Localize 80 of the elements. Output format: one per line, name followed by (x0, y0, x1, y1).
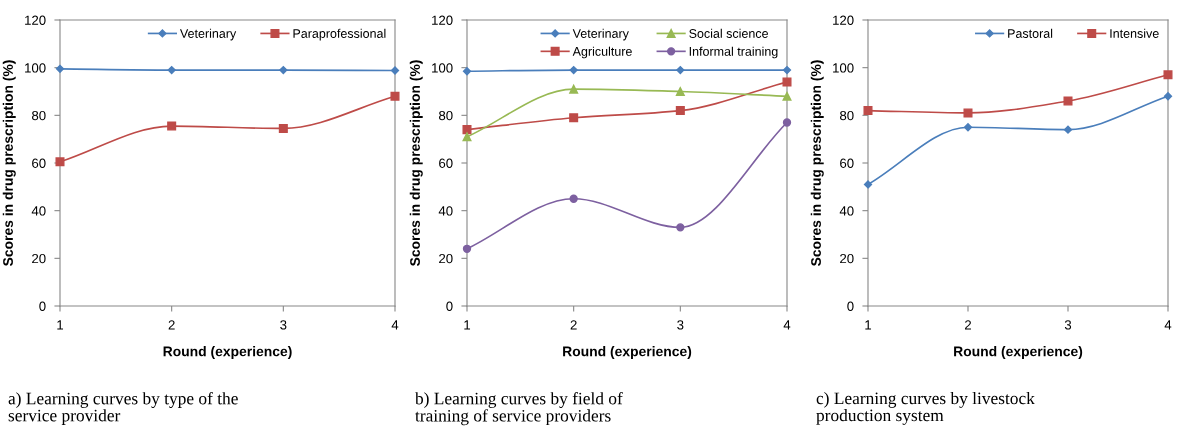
point (279, 65, 288, 75)
y-tick-label: 40 (839, 206, 854, 216)
point (782, 91, 792, 101)
y-tick-label: 80 (439, 110, 453, 121)
y-tick-label: 20 (32, 253, 46, 264)
legend-label: Social science (689, 28, 768, 38)
y-tick-label: 20 (439, 253, 453, 264)
x-tick-label: 2 (570, 320, 577, 330)
x-tick-label: 3 (280, 320, 287, 330)
point (462, 244, 472, 253)
y-tick-label: 100 (432, 63, 453, 73)
point (278, 123, 288, 133)
y-tick-label: 80 (840, 110, 854, 121)
y-axis-title: Scores in drug prescription (%) (810, 60, 824, 267)
point (462, 132, 472, 142)
x-axis-title: Round (experience) (954, 346, 1083, 360)
point (676, 223, 685, 232)
legend-label: Agriculture (572, 46, 632, 59)
point (1063, 125, 1073, 134)
point (963, 108, 973, 118)
x-tick-label: 1 (464, 320, 471, 330)
y-tick-label: 0 (847, 301, 854, 311)
y-tick-label: 40 (31, 206, 46, 216)
point (1163, 92, 1173, 101)
y-tick-label: 60 (439, 158, 453, 168)
point (462, 67, 472, 76)
y-axis-title: Scores in drug prescription (%) (409, 60, 423, 267)
point (462, 125, 472, 135)
point (963, 123, 973, 132)
point (55, 157, 65, 167)
point (782, 118, 792, 127)
y-tick-label: 120 (833, 15, 854, 25)
y-tick-label: 60 (32, 158, 46, 168)
point (167, 65, 176, 75)
y-tick-label: 20 (840, 253, 854, 264)
legend-label: Paraprofessional (293, 28, 386, 41)
point (167, 121, 177, 131)
point (675, 86, 685, 97)
y-tick-label: 80 (32, 110, 46, 121)
x-tick-label: 1 (57, 320, 64, 330)
y-tick-label: 60 (840, 158, 854, 168)
y-tick-label: 100 (25, 63, 46, 73)
legend-label: Veterinary (572, 28, 629, 41)
point (55, 64, 65, 73)
point (1163, 70, 1173, 80)
point (863, 106, 873, 116)
y-tick-label: 120 (25, 15, 46, 25)
point (569, 194, 578, 203)
text: a) Learning curves by type of the service provider (8, 392, 238, 425)
y-axis-title: Scores in drug prescription (%) (2, 60, 16, 267)
legend-label: Veterinary (179, 28, 237, 41)
point (676, 65, 685, 75)
x-tick-label: 4 (391, 320, 399, 330)
x-tick-label: 2 (965, 320, 972, 330)
x-axis-title: Round (experience) (563, 346, 692, 360)
point (675, 106, 685, 116)
point (569, 84, 579, 94)
point (569, 113, 579, 123)
x-tick-label: 3 (677, 320, 684, 330)
x-tick-label: 4 (1164, 320, 1172, 330)
point (782, 65, 792, 75)
point (782, 77, 792, 87)
text: b) Learning curves by field of training of service providers (415, 392, 623, 426)
text: c) Learning curves by livestock production system (816, 392, 1035, 425)
legend-label: Pastoral (1008, 28, 1053, 38)
x-axis-title: Round (experience) (163, 346, 292, 360)
y-tick-label: 40 (438, 206, 453, 216)
x-tick-label: 3 (1064, 320, 1072, 330)
legend-label: Intensive (1110, 28, 1159, 38)
point (390, 91, 400, 101)
point (1063, 96, 1073, 106)
y-tick-label: 120 (432, 15, 453, 25)
x-tick-label: 1 (865, 320, 872, 330)
y-tick-label: 100 (833, 63, 854, 73)
x-tick-label: 2 (168, 320, 175, 330)
x-tick-label: 4 (783, 320, 791, 330)
legend-label: Informal training (689, 46, 778, 59)
point (569, 65, 578, 75)
y-tick-label: 0 (446, 301, 453, 311)
y-tick-label: 0 (39, 301, 46, 311)
